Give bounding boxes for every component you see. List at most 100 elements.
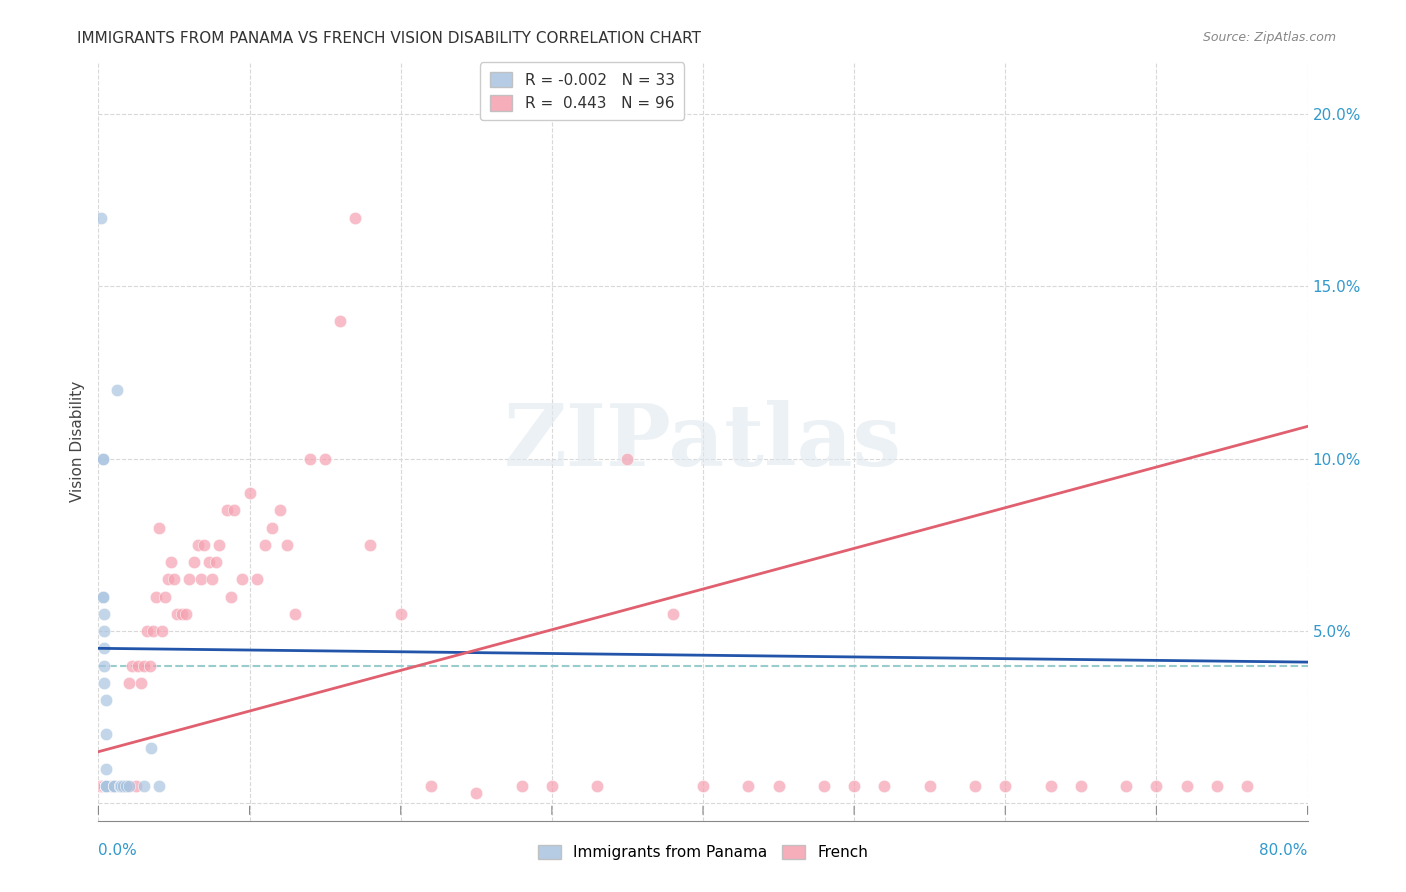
Point [98,779,121,793]
Point [193,538,215,552]
Point [873,779,896,793]
Point [107,779,129,793]
Point [94,779,117,793]
Point [118,779,141,793]
Point [661,607,683,621]
Point [112,779,135,793]
Point [108,779,131,793]
Point [94,762,117,776]
Text: Source: ZipAtlas.com: Source: ZipAtlas.com [1202,31,1336,45]
Point [105,779,128,793]
Point [201,573,224,587]
Point [100,779,122,793]
Point [299,451,322,466]
Point [768,779,790,793]
Point [103,779,125,793]
Point [101,779,124,793]
Point [1236,779,1258,793]
Point [174,607,197,621]
Point [197,555,219,569]
Point [183,555,205,569]
Point [93,658,115,673]
Point [142,624,165,639]
Point [329,314,352,328]
Point [93,641,115,656]
Point [465,786,488,800]
Point [692,779,714,793]
Point [1115,779,1137,793]
Point [205,555,228,569]
Point [105,383,128,397]
Point [224,503,246,517]
Point [269,503,291,517]
Point [94,779,117,793]
Point [284,607,307,621]
Point [918,779,941,793]
Point [111,779,134,793]
Point [145,590,167,604]
Point [150,624,173,639]
Point [91,779,114,793]
Point [103,779,125,793]
Point [166,607,188,621]
Point [132,658,155,673]
Point [89,779,111,793]
Point [105,779,128,793]
Point [93,779,115,793]
Point [94,727,117,741]
Point [96,779,118,793]
Text: 0.0%: 0.0% [98,844,138,858]
Point [231,573,253,587]
Point [125,779,148,793]
Point [141,741,163,756]
Point [190,573,212,587]
Point [90,779,112,793]
Point [107,779,129,793]
Text: ZIPatlas: ZIPatlas [503,400,903,483]
Point [103,779,125,793]
Point [90,211,112,225]
Point [253,538,276,552]
Point [98,779,121,793]
Point [148,521,170,535]
Point [101,779,124,793]
Point [103,779,125,793]
Point [314,451,336,466]
Point [94,779,117,793]
Point [170,607,193,621]
Point [215,503,238,517]
Point [108,779,131,793]
Point [139,658,162,673]
Point [1175,779,1198,793]
Point [127,658,149,673]
Point [103,779,125,793]
Point [163,573,186,587]
Point [111,779,134,793]
Point [156,573,179,587]
Y-axis label: Vision Disability: Vision Disability [69,381,84,502]
Point [813,779,835,793]
Point [420,779,443,793]
Point [93,607,115,621]
Point [1070,779,1092,793]
Point [96,779,118,793]
Point [114,779,136,793]
Point [110,779,132,793]
Point [148,779,170,793]
Point [994,779,1017,793]
Point [737,779,759,793]
Point [94,779,117,793]
Point [94,779,117,793]
Point [844,779,866,793]
Point [510,779,533,793]
Point [114,779,136,793]
Point [93,624,115,639]
Point [100,779,122,793]
Point [91,451,114,466]
Point [965,779,987,793]
Point [91,590,114,604]
Point [221,590,243,604]
Point [135,624,157,639]
Point [132,779,155,793]
Legend: Immigrants from Panama, French: Immigrants from Panama, French [531,838,875,866]
